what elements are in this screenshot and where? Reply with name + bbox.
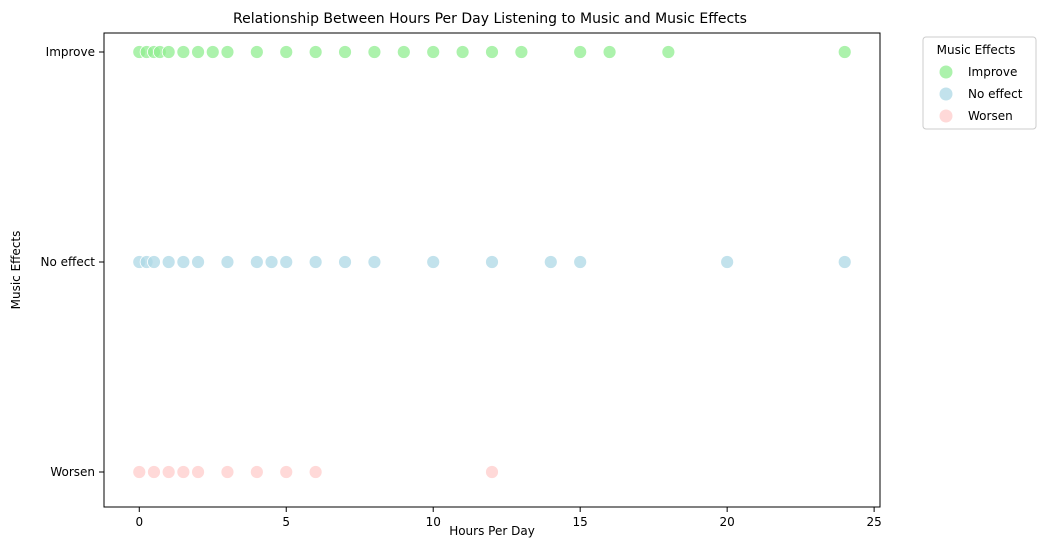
- data-point-improve: [455, 45, 470, 59]
- data-point-improve: [485, 45, 499, 59]
- data-point-no-effect: [837, 255, 852, 269]
- x-axis: 0 5 10 15 20 25: [135, 507, 882, 529]
- data-point-improve: [176, 45, 191, 59]
- legend-entries: Improve No effect Worsen: [939, 65, 1023, 123]
- data-point-no-effect: [485, 255, 499, 269]
- data-point-improve: [573, 45, 588, 59]
- legend-label: No effect: [968, 87, 1023, 101]
- data-point-no-effect: [176, 255, 191, 269]
- y-tick-label: No effect: [41, 255, 96, 269]
- data-point-no-effect: [279, 255, 294, 269]
- chart-title: Relationship Between Hours Per Day Liste…: [233, 11, 747, 27]
- data-point-no-effect: [720, 255, 735, 269]
- data-point-improve: [220, 45, 235, 59]
- data-point-worsen: [191, 465, 205, 479]
- data-point-improve: [426, 45, 441, 59]
- y-tick-label: Worsen: [50, 465, 95, 479]
- data-point-worsen: [132, 465, 147, 479]
- x-tick-label: 15: [573, 515, 588, 529]
- data-point-improve: [279, 45, 294, 59]
- legend-title: Music Effects: [937, 43, 1016, 57]
- data-point-worsen: [249, 465, 264, 479]
- data-point-no-effect: [147, 255, 161, 269]
- data-point-no-effect: [367, 255, 382, 269]
- x-tick-label: 10: [426, 515, 441, 529]
- data-point-worsen: [220, 465, 235, 479]
- legend: Music Effects Improve No effect Worsen: [922, 36, 1037, 130]
- legend-label: Improve: [968, 65, 1017, 79]
- legend-marker: [939, 87, 953, 101]
- data-point-worsen: [279, 465, 294, 479]
- legend-label: Worsen: [968, 109, 1013, 123]
- data-point-worsen: [161, 465, 176, 479]
- data-point-no-effect: [249, 255, 264, 269]
- y-axis: Improve No effect Worsen: [41, 45, 104, 479]
- data-point-no-effect: [338, 255, 352, 269]
- data-point-no-effect: [220, 255, 235, 269]
- data-point-improve: [367, 45, 382, 59]
- data-point-no-effect: [161, 255, 176, 269]
- data-point-improve: [602, 45, 617, 59]
- legend-marker: [939, 65, 953, 79]
- data-point-no-effect: [191, 255, 205, 269]
- x-tick-label: 0: [135, 515, 143, 529]
- data-point-improve: [338, 45, 352, 59]
- data-point-worsen: [147, 465, 161, 479]
- data-point-improve: [161, 45, 176, 59]
- legend-box: [922, 36, 1037, 130]
- plot-area: [103, 32, 881, 508]
- data-point-no-effect: [426, 255, 441, 269]
- data-point-improve: [837, 45, 852, 59]
- data-point-no-effect: [308, 255, 323, 269]
- data-point-worsen: [176, 465, 191, 479]
- y-axis-label: Music Effects: [9, 231, 23, 310]
- data-point-no-effect: [573, 255, 588, 269]
- data-point-improve: [205, 45, 220, 59]
- x-axis-label: Hours Per Day: [449, 524, 535, 538]
- data-point-improve: [514, 45, 529, 59]
- x-tick-label: 20: [720, 515, 735, 529]
- y-tick-label: Improve: [46, 45, 95, 59]
- data-point-improve: [308, 45, 323, 59]
- data-point-worsen: [485, 465, 499, 479]
- x-tick-label: 5: [282, 515, 290, 529]
- data-points: [132, 45, 852, 479]
- x-tick-label: 25: [866, 515, 881, 529]
- data-point-improve: [191, 45, 205, 59]
- data-point-improve: [249, 45, 264, 59]
- data-point-improve: [396, 45, 411, 59]
- data-point-worsen: [308, 465, 323, 479]
- data-point-improve: [661, 45, 676, 59]
- data-point-no-effect: [543, 255, 558, 269]
- legend-marker: [939, 109, 953, 123]
- data-point-no-effect: [264, 255, 279, 269]
